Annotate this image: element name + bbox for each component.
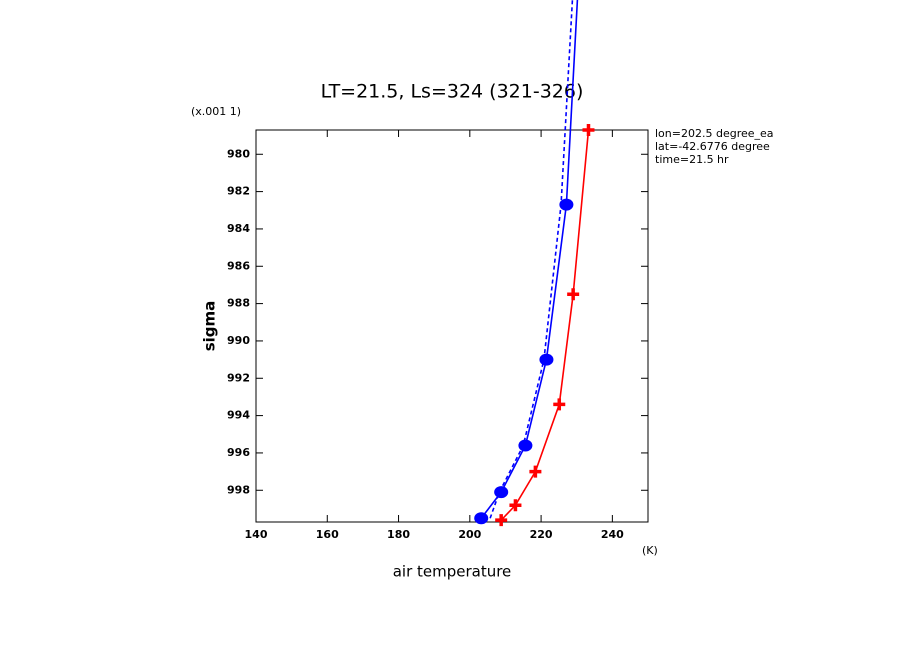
x-tick-label: 160 — [316, 528, 339, 541]
marker — [529, 465, 542, 478]
y-tick-label: 984 — [227, 222, 250, 235]
plot-frame — [255, 129, 649, 523]
y-tick-label: 992 — [227, 371, 250, 384]
marker — [474, 512, 489, 525]
y-tick-label: 988 — [227, 297, 250, 310]
marker — [553, 398, 566, 411]
marker — [495, 514, 508, 527]
annotation: lat=-42.6776 degree — [655, 140, 770, 153]
marker — [559, 198, 574, 211]
marker — [567, 288, 580, 301]
annotation: time=21.5 hr — [655, 153, 729, 166]
x-tick-label: 240 — [601, 528, 624, 541]
y-tick-label: 982 — [227, 185, 250, 198]
annotation: lon=202.5 degree_ea — [655, 127, 774, 140]
y-unit: (x.001 1) — [191, 105, 241, 118]
y-tick-label: 994 — [227, 409, 250, 422]
line — [500, 129, 590, 521]
annotation-box: lon=202.5 degree_ea lat=-42.6776 degree … — [655, 127, 774, 166]
x-tick-label: 220 — [530, 528, 553, 541]
x-tick-label: 200 — [458, 528, 481, 541]
marker — [509, 499, 522, 512]
marker — [539, 353, 554, 366]
y-tick-label: 990 — [227, 334, 250, 347]
chart-title: LT=21.5, Ls=324 (321-326) — [321, 81, 584, 103]
marker — [582, 124, 595, 136]
x-tick-label: 180 — [387, 528, 410, 541]
marker — [494, 486, 509, 499]
x-unit: (K) — [642, 544, 658, 557]
y-tick-label: 996 — [227, 446, 250, 459]
x-tick-label: 140 — [245, 528, 268, 541]
x-axis-label: air temperature — [393, 563, 512, 581]
line — [489, 0, 574, 519]
marker — [518, 439, 533, 452]
y-axis-label: sigma — [201, 301, 219, 352]
y-tick-label: 986 — [227, 259, 250, 272]
y-tick-label: 998 — [227, 483, 250, 496]
y-tick-label: 980 — [227, 147, 250, 160]
